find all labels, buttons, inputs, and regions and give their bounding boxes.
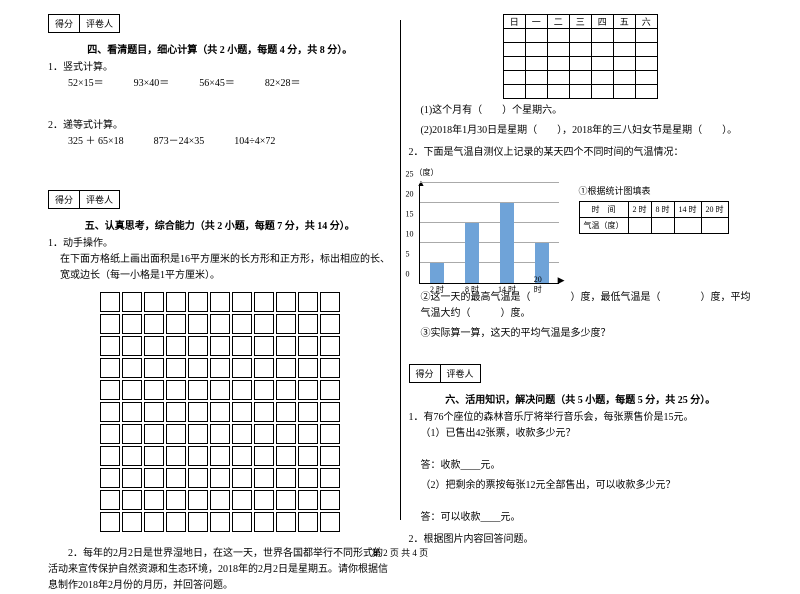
y-arrow-icon: ▲ — [417, 178, 426, 188]
calendar-table: 日一二三四五六 — [503, 14, 658, 99]
score-box-sec6: 得分 评卷人 — [409, 364, 481, 383]
page-number: 第 2 页 共 4 页 — [0, 546, 800, 559]
score-box-sec4: 得分 评卷人 — [48, 14, 120, 33]
y-unit: （度） — [415, 167, 753, 178]
sec4-title: 四、看清题目，细心计算（共 2 小题，每题 4 分，共 8 分）。 — [48, 41, 392, 56]
sec4-q2-label: 2．递等式计算。 — [48, 118, 392, 134]
sec6-q1-ans-b: 答：可以收款____元。 — [421, 510, 753, 526]
expr: 52×15＝ — [68, 76, 104, 92]
sec6-title: 六、活用知识，解决问题（共 5 小题，每题 5 分，共 25 分）。 — [409, 391, 753, 406]
score-cell: 得分 — [49, 191, 80, 208]
score-cell: 得分 — [410, 365, 441, 382]
score-cell: 得分 — [49, 15, 80, 32]
expr: 56×45＝ — [199, 76, 235, 92]
chart-wrap: ▲ ▶ 51015202502 时8 时14 时20 时 ①根据统计图填表 时 … — [419, 184, 753, 284]
chart-q3: ③实际算一算，这天的平均气温是多少度？ — [421, 326, 753, 342]
square-grid-wrap — [48, 290, 392, 540]
sec6-q1-ans-a: 答：收款____元。 — [421, 458, 753, 474]
sec4-q1-label: 1．竖式计算。 — [48, 60, 392, 76]
grader-cell: 评卷人 — [80, 15, 119, 32]
bar-chart: ▲ ▶ 51015202502 时8 时14 时20 时 — [419, 184, 559, 284]
square-grid — [98, 290, 342, 534]
sec4-q1-exprs: 52×15＝ 93×40＝ 56×45＝ 82×28＝ — [68, 76, 392, 92]
score-box-sec5: 得分 评卷人 — [48, 190, 120, 209]
grader-cell: 评卷人 — [441, 365, 480, 382]
sec6-q1-body: 1．有76个座位的森林音乐厅将举行音乐会，每张票售价是15元。 — [409, 410, 753, 426]
expr: 873－24×35 — [154, 134, 205, 150]
sec5-title: 五、认真思考，综合能力（共 2 小题，每题 7 分，共 14 分）。 — [48, 217, 392, 232]
expr: 93×40＝ — [134, 76, 170, 92]
chart-side-title: ①根据统计图填表 — [579, 184, 729, 197]
cal-q-b: (2)2018年1月30日是星期（ ），2018年的三八妇女节是星期（ ）。 — [421, 123, 753, 139]
expr: 325 ＋ 65×18 — [68, 134, 124, 150]
cal-q-a: (1)这个月有（ ）个星期六。 — [421, 103, 753, 119]
calendar-questions: (1)这个月有（ ）个星期六。 (2)2018年1月30日是星期（ ），2018… — [409, 103, 753, 139]
sec6-q1-b: （2）把剩余的票按每张12元全部售出，可以收款多少元？ — [421, 478, 753, 494]
sec4-q1: 1．竖式计算。 52×15＝ 93×40＝ 56×45＝ 82×28＝ — [48, 60, 392, 92]
sec6-q1: 1．有76个座位的森林音乐厅将举行音乐会，每张票售价是15元。 （1）已售出42… — [409, 410, 753, 526]
grader-cell: 评卷人 — [80, 191, 119, 208]
chart-side-table: 时 间2 时8 时14 时20 时气温（度） — [579, 201, 729, 234]
sec4-q2: 2．递等式计算。 325 ＋ 65×18 873－24×35 104÷4×72 — [48, 118, 392, 150]
page-container: 得分 评卷人 四、看清题目，细心计算（共 2 小题，每题 4 分，共 8 分）。… — [0, 0, 800, 530]
expr: 104÷4×72 — [234, 134, 275, 150]
x-arrow-icon: ▶ — [558, 275, 565, 286]
sec5-q1-label: 1．动手操作。 — [48, 236, 392, 252]
sec4-q2-exprs: 325 ＋ 65×18 873－24×35 104÷4×72 — [68, 134, 392, 150]
left-column: 得分 评卷人 四、看清题目，细心计算（共 2 小题，每题 4 分，共 8 分）。… — [40, 10, 400, 530]
expr: 82×28＝ — [265, 76, 301, 92]
chart-intro: 2．下面是气温自测仪上记录的某天四个不同时间的气温情况： — [409, 145, 753, 161]
side-table-block: ①根据统计图填表 时 间2 时8 时14 时20 时气温（度） — [579, 184, 729, 234]
right-column: 日一二三四五六 (1)这个月有（ ）个星期六。 (2)2018年1月30日是星期… — [401, 10, 761, 530]
sec5-q1: 1．动手操作。 在下面方格纸上画出面积是16平方厘米的长方形和正方形，标出相应的… — [48, 236, 392, 540]
sec6-q1-a: （1）已售出42张票，收款多少元？ — [421, 426, 753, 442]
sec5-q1-body: 在下面方格纸上画出面积是16平方厘米的长方形和正方形，标出相应的长、宽或边长（每… — [60, 252, 392, 284]
